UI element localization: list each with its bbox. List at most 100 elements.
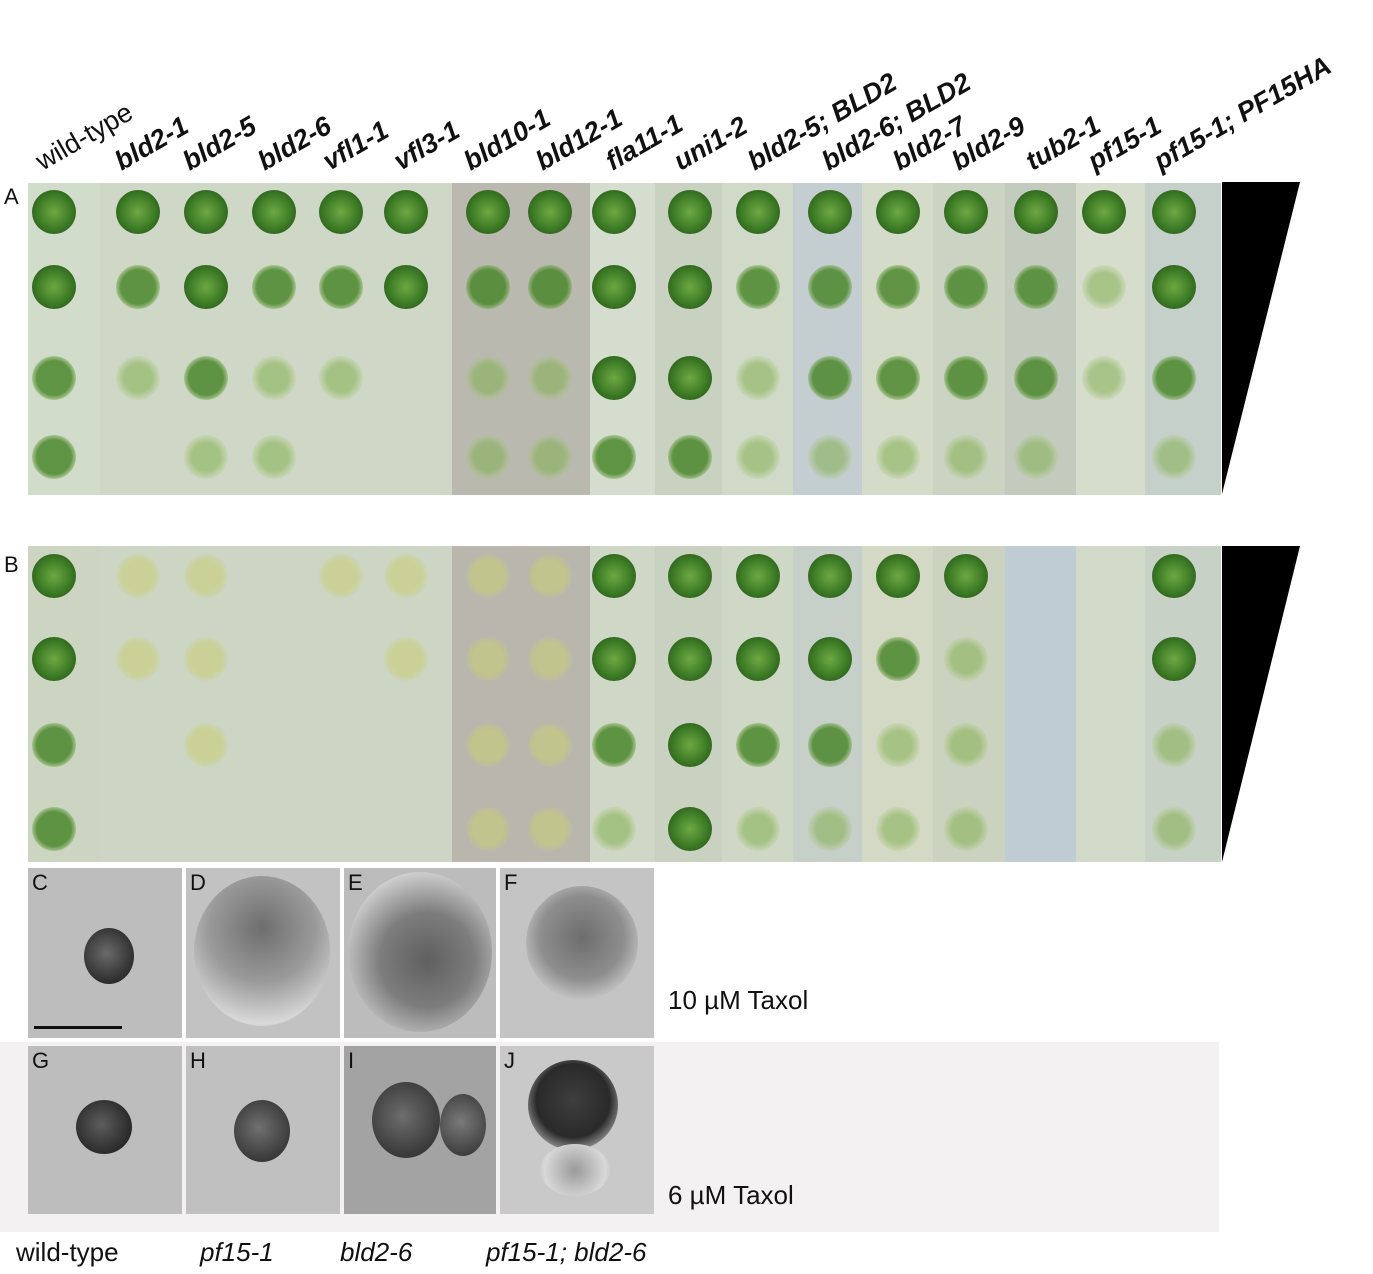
colony-spot [736, 554, 780, 598]
colony-spot [592, 356, 636, 400]
micrograph-e: E [344, 868, 496, 1038]
panel-label-h: H [190, 1048, 206, 1073]
colony-spot [808, 265, 852, 309]
colony-spot [592, 190, 636, 234]
colony-spot [466, 637, 510, 681]
cell-image [234, 1100, 290, 1162]
colony-spot [1082, 190, 1126, 234]
colony-spot [466, 807, 510, 851]
colony-spot [32, 356, 76, 400]
colony-spot [944, 637, 988, 681]
panel-label-a: A [4, 184, 19, 209]
colony-spot [668, 807, 712, 851]
colony-spot [184, 723, 228, 767]
plate-panel-b [28, 546, 1221, 862]
colony-spot [944, 435, 988, 479]
colony-spot [116, 554, 160, 598]
colony-spot [944, 723, 988, 767]
cell-image [528, 1060, 618, 1150]
colony-spot [252, 435, 296, 479]
colony-spot [252, 190, 296, 234]
colony-spot [1152, 807, 1196, 851]
colony-spot [736, 265, 780, 309]
condition-label-6um: 6 µM Taxol [668, 1180, 794, 1210]
colony-spot [736, 356, 780, 400]
micrograph-j: J [500, 1046, 654, 1214]
colony-spot [319, 190, 363, 234]
strain-label-bld2-5: bld2-5 [177, 110, 262, 177]
panel-label-f: F [504, 870, 518, 895]
plate-panel-a [28, 183, 1221, 495]
colony-spot [944, 265, 988, 309]
colony-spot [944, 807, 988, 851]
colony-spot [528, 435, 572, 479]
colony-spot [808, 435, 852, 479]
colony-spot [736, 807, 780, 851]
colony-spot [528, 190, 572, 234]
colony-spot [668, 723, 712, 767]
colony-spot [116, 356, 160, 400]
cell-image [526, 886, 638, 1000]
colony-spot [1152, 190, 1196, 234]
plate-strip [1076, 546, 1145, 862]
colony-spot [528, 637, 572, 681]
plate-strip [1076, 183, 1145, 495]
bottom-label-wild-type: wild-type [16, 1237, 119, 1267]
colony-spot [319, 265, 363, 309]
colony-spot [1152, 723, 1196, 767]
colony-spot [1014, 265, 1058, 309]
colony-spot [466, 554, 510, 598]
colony-spot [32, 554, 76, 598]
panel-label-d: D [190, 870, 206, 895]
colony-spot [592, 435, 636, 479]
colony-spot [876, 554, 920, 598]
micrograph-i: I [344, 1046, 496, 1214]
strain-label-vfl3-1: vfl3-1 [388, 114, 465, 177]
colony-spot [184, 190, 228, 234]
colony-spot [116, 637, 160, 681]
colony-spot [32, 190, 76, 234]
colony-spot [466, 356, 510, 400]
colony-spot [184, 637, 228, 681]
colony-spot [384, 190, 428, 234]
colony-spot [184, 554, 228, 598]
colony-spot [466, 723, 510, 767]
colony-spot [876, 435, 920, 479]
colony-spot [252, 265, 296, 309]
plate-strip [1005, 546, 1076, 862]
colony-spot [592, 554, 636, 598]
colony-spot [1152, 554, 1196, 598]
micrograph-g: G [28, 1046, 182, 1214]
colony-spot [184, 265, 228, 309]
colony-spot [668, 554, 712, 598]
colony-spot [592, 265, 636, 309]
colony-spot [808, 807, 852, 851]
cell-image [348, 872, 492, 1032]
colony-spot [1152, 265, 1196, 309]
colony-spot [1082, 356, 1126, 400]
cell-image [440, 1094, 486, 1156]
colony-spot [252, 356, 296, 400]
bottom-label-bld2-6: bld2-6 [340, 1237, 413, 1267]
colony-spot [528, 356, 572, 400]
colony-spot [668, 190, 712, 234]
panel-label-i: I [348, 1048, 355, 1073]
colony-spot [184, 435, 228, 479]
colony-spot [944, 190, 988, 234]
panel-label-j: J [504, 1048, 515, 1073]
colony-spot [384, 637, 428, 681]
panel-label-e: E [348, 870, 363, 895]
micrograph-h: H [186, 1046, 340, 1214]
panel-label-c: C [32, 870, 48, 895]
colony-spot [944, 554, 988, 598]
scale-bar [34, 1026, 122, 1029]
colony-spot [1152, 435, 1196, 479]
strain-label-pf15-1-pf15ha: pf15-1; PF15HA [1148, 50, 1337, 177]
colony-spot [528, 807, 572, 851]
colony-spot [528, 265, 572, 309]
micrograph-d: D [186, 868, 340, 1038]
colony-spot [668, 265, 712, 309]
colony-spot [808, 356, 852, 400]
colony-spot [876, 807, 920, 851]
colony-spot [1152, 637, 1196, 681]
